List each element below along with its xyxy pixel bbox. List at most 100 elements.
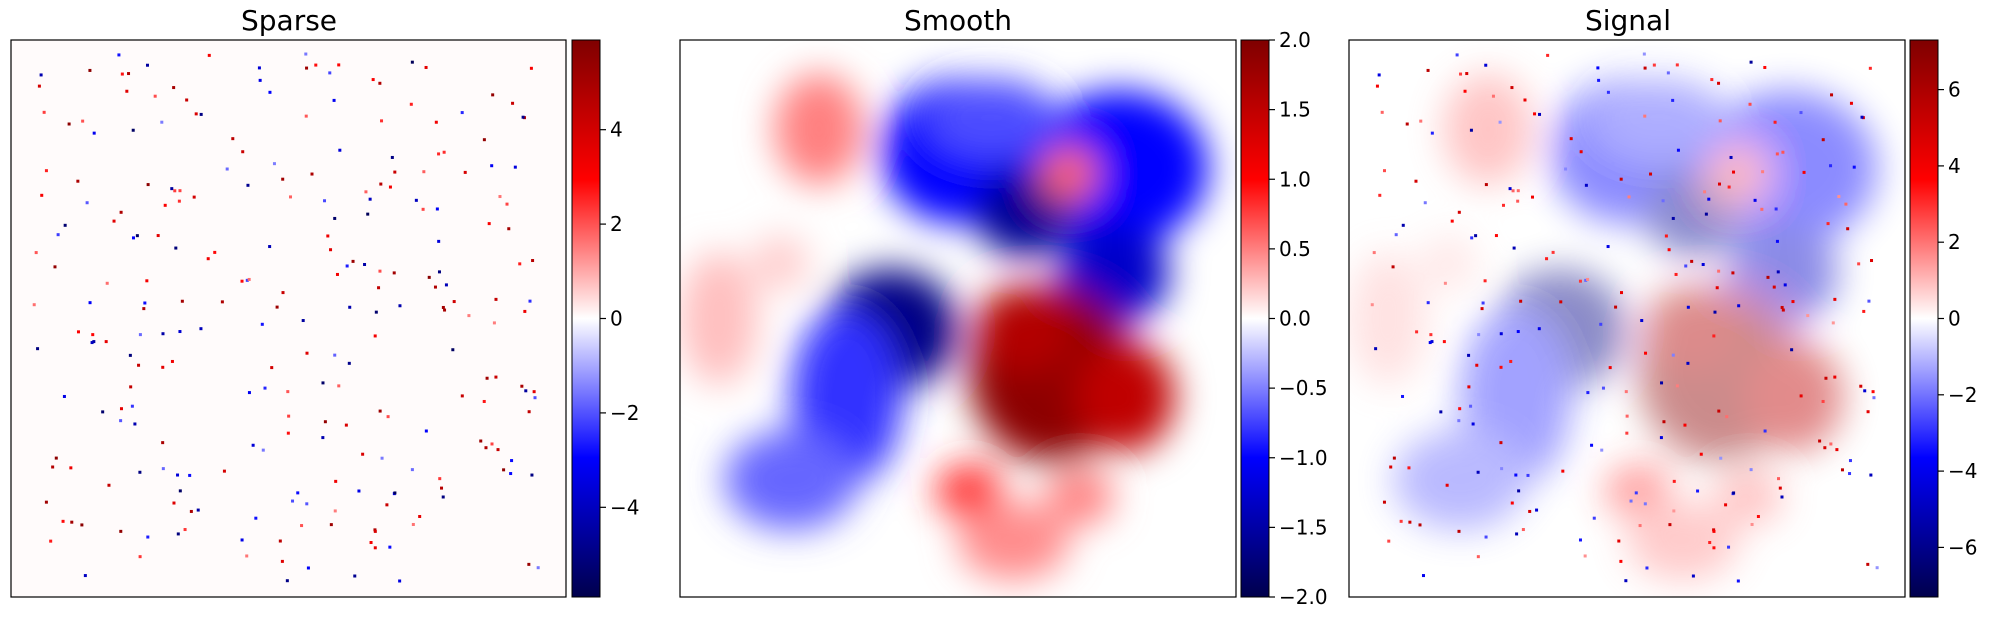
signal-dot	[1778, 486, 1782, 490]
signal-dot	[1644, 351, 1648, 355]
sparse-dot	[348, 305, 352, 309]
sparse-dot	[332, 98, 336, 102]
signal-dot	[1391, 265, 1395, 269]
colorbar-tick-label: −1.5	[1279, 515, 1328, 539]
signal-dot	[1372, 251, 1376, 255]
signal-dot	[1766, 275, 1770, 279]
sparse-dot	[92, 340, 96, 344]
sparse-dot	[213, 250, 217, 254]
colorbar-tick-label: −0.5	[1279, 376, 1328, 400]
signal-dot	[1712, 546, 1716, 550]
sparse-dot	[127, 72, 131, 76]
signal-dot	[1426, 68, 1430, 72]
sparse-dot	[388, 185, 392, 189]
signal-dot	[1394, 233, 1398, 237]
sparse-dot	[170, 187, 174, 191]
sparse-dot	[377, 286, 381, 290]
sparse-dot	[392, 271, 396, 275]
sparse-dot	[246, 183, 250, 187]
sparse-dot	[161, 332, 165, 336]
sparse-dot	[510, 459, 514, 463]
signal-dot	[1401, 223, 1405, 227]
signal-dot	[1737, 304, 1741, 308]
sparse-dot	[494, 297, 498, 301]
sparse-dot	[511, 101, 515, 105]
sparse-dot	[207, 53, 211, 57]
sparse-dot	[247, 391, 251, 395]
signal-dot	[1736, 579, 1740, 583]
signal-dot	[1442, 340, 1446, 344]
sparse-dot	[173, 189, 177, 193]
signal-dot	[1790, 348, 1794, 352]
signal-dot	[1818, 439, 1822, 443]
sparse-dot	[146, 183, 150, 187]
sparse-dot	[373, 546, 377, 550]
signal-dot	[1690, 259, 1694, 263]
sparse-dot	[91, 333, 95, 337]
panel-title-smooth: Smooth	[904, 4, 1012, 37]
sparse-dot	[334, 479, 338, 483]
sparse-dot	[536, 566, 540, 570]
signal-dot	[1469, 128, 1473, 132]
signal-dot	[1713, 310, 1717, 314]
panel-sparse: Sparse −4 −2 0 2 4	[10, 4, 639, 598]
smooth-blob	[1604, 463, 1672, 520]
sparse-dot	[247, 277, 251, 281]
signal-dot	[1509, 359, 1513, 363]
sparse-dot	[83, 574, 87, 578]
signal-dot	[1775, 239, 1779, 243]
sparse-dot	[104, 340, 108, 344]
sparse-dot	[240, 279, 244, 283]
signal-dot	[1401, 394, 1405, 398]
smooth-blob	[974, 285, 1075, 375]
signal-dot	[1465, 72, 1469, 76]
sparse-dot	[463, 170, 467, 174]
signal-dot	[1517, 489, 1521, 493]
sparse-dot	[353, 574, 357, 578]
sparse-dot	[39, 73, 43, 77]
panel-smooth: Smooth −2.0 −1.5 −1.0 −0.5 0.0 0.5 1.0 1.5 2.0	[679, 4, 1328, 609]
signal-dot	[1852, 165, 1856, 169]
sparse-dot	[460, 111, 464, 115]
sparse-dot	[145, 279, 149, 283]
signal-dot	[1511, 189, 1515, 193]
sparse-dot	[119, 529, 123, 533]
signal-dot	[1498, 120, 1502, 124]
signal-dot	[1392, 456, 1396, 460]
signal-dot	[1799, 111, 1803, 115]
sparse-dot	[363, 262, 367, 266]
signal-dot	[1614, 305, 1618, 309]
signal-dot	[1833, 375, 1837, 379]
smooth-field	[680, 73, 1209, 581]
sparse-dot	[281, 291, 285, 295]
signal-dot	[1382, 169, 1386, 173]
signal-dot	[1405, 122, 1409, 126]
smooth-blob	[680, 251, 758, 386]
signal-dot	[1538, 112, 1542, 116]
signal-dot	[1643, 114, 1647, 118]
panel-title-sparse: Sparse	[241, 4, 337, 37]
signal-dot	[1537, 327, 1541, 331]
sparse-dot	[222, 469, 226, 473]
sparse-dot	[268, 245, 272, 249]
signal-dot	[1625, 414, 1629, 418]
sparse-dot	[241, 150, 245, 154]
signal-dot	[1686, 361, 1690, 365]
colorbar-tick-label: 2	[1948, 230, 1961, 254]
signal-dot	[1712, 529, 1716, 533]
sparse-dot	[129, 385, 133, 389]
signal-dot	[1474, 234, 1478, 238]
signal-dot	[1467, 385, 1471, 389]
colorbar-ticks-smooth: −2.0 −1.5 −1.0 −0.5 0.0 0.5 1.0 1.5 2.0	[1269, 28, 1328, 609]
sparse-dot	[280, 559, 284, 563]
signal-dot	[1672, 509, 1676, 513]
sparse-dot	[180, 299, 184, 303]
signal-dot	[1643, 66, 1647, 70]
sparse-dot	[177, 199, 181, 203]
signal-dot	[1606, 245, 1610, 249]
signal-dot	[1686, 305, 1690, 309]
sparse-dot	[460, 394, 464, 398]
signal-dot	[1463, 89, 1467, 93]
colorbar-tick-label: 2	[610, 212, 623, 236]
sparse-dot	[270, 366, 274, 370]
